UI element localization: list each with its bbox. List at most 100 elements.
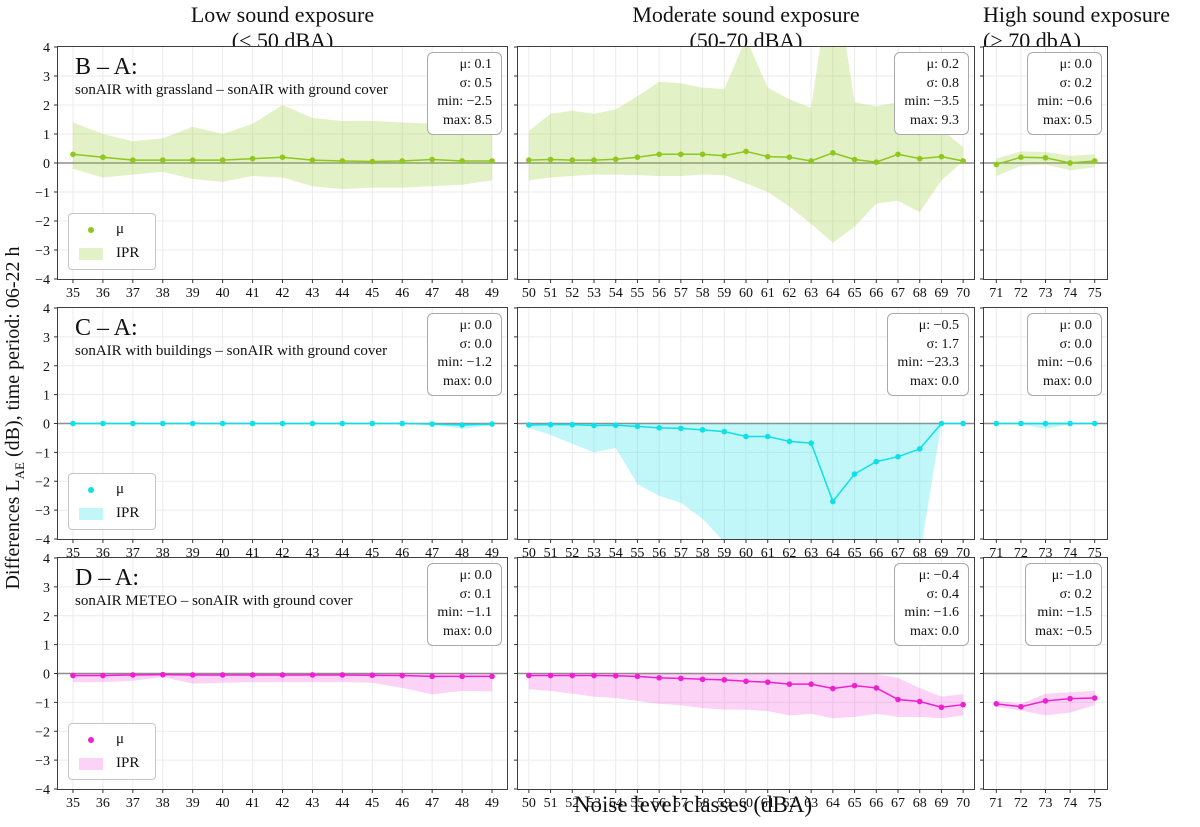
mean-point: [547, 156, 554, 163]
stat-mu-value: 0.0: [1074, 57, 1093, 72]
stat-max-value: 0.0: [941, 373, 960, 389]
y-tick-label: 1: [43, 639, 50, 654]
x-tick-label: 69: [934, 796, 948, 811]
stat-sigma-label: σ:: [459, 586, 471, 602]
stat-sigma-label: σ:: [459, 75, 471, 91]
mean-point: [721, 677, 728, 683]
x-tick-label: 66: [869, 286, 883, 301]
stat-sigma-label: σ:: [926, 586, 938, 602]
row-label: B – A:: [75, 54, 138, 80]
stat-mu-label: μ:: [459, 57, 471, 72]
stat-min-label: min:: [437, 605, 464, 621]
x-tick-label: 38: [156, 796, 170, 811]
panel-d-a-moderate: 50 51 52 53 54 55 56 57 58 59 60 61 62 63 64 65 66 67 68 69…: [514, 557, 975, 811]
mean-point: [526, 422, 532, 428]
legend: μ IPR: [68, 473, 157, 530]
stat-min-label: min:: [1037, 355, 1064, 371]
y-tick-label: 4: [43, 552, 50, 567]
mean-point: [219, 672, 226, 678]
mean-point: [159, 157, 166, 163]
x-tick-label: 49: [485, 796, 499, 811]
mean-point: [429, 421, 435, 427]
mean-point: [279, 154, 286, 160]
mean-point: [851, 682, 858, 689]
mean-point: [100, 672, 106, 679]
stat-max-label: max:: [1043, 112, 1071, 128]
x-tick-label: 54: [609, 796, 623, 811]
x-tick-label: 67: [891, 796, 905, 811]
ipr-swatch-icon: [79, 247, 103, 260]
x-tick-label: 56: [652, 286, 666, 301]
y-tick-label: −1: [35, 696, 50, 711]
x-tick-label: 58: [696, 286, 710, 301]
stat-mu-value: −1.0: [1066, 568, 1092, 583]
x-tick-label: 62: [782, 286, 796, 301]
stat-mu-value: 0.2: [941, 57, 960, 72]
mean-point: [591, 672, 597, 679]
mean-point: [808, 158, 814, 164]
mean-point: [916, 698, 923, 705]
y-tick-label: −4: [35, 273, 50, 288]
mean-point: [489, 158, 495, 164]
y-tick-label: 0: [43, 157, 50, 172]
x-tick-label: 59: [717, 796, 731, 811]
mean-point: [830, 498, 836, 505]
mean-point: [895, 151, 901, 158]
stats-box: μ: 0.0 σ: 0.0 min: −0.6 max: 0.0: [1027, 313, 1102, 397]
mean-point: [249, 672, 256, 678]
legend-mu-label: μ: [116, 731, 125, 747]
x-tick-label: 52: [565, 796, 579, 811]
stat-min-value: −1.6: [933, 605, 959, 621]
y-tick-label: 4: [43, 302, 50, 317]
stat-max-label: max:: [910, 112, 938, 128]
x-tick-label: 36: [96, 286, 110, 301]
mean-point: [309, 420, 316, 427]
mean-point: [130, 157, 136, 163]
mean-point: [100, 420, 106, 427]
mean-point: [808, 440, 814, 446]
x-tick-label: 50: [522, 286, 536, 301]
mean-point: [938, 420, 945, 427]
y-tick-label: −2: [35, 475, 50, 490]
mean-point: [159, 420, 166, 427]
y-tick-label: 3: [43, 581, 50, 596]
y-tick-label: −3: [35, 754, 50, 769]
stat-min-value: −1.5: [1066, 605, 1092, 621]
mean-point: [993, 161, 1000, 168]
stat-min-label: min:: [437, 94, 464, 110]
stat-mu-label: μ:: [459, 318, 471, 333]
stat-mu-value: 0.1: [474, 57, 493, 72]
x-tick-label: 63: [804, 286, 818, 301]
x-tick-label: 43: [305, 796, 319, 811]
x-tick-label: 73: [1039, 796, 1053, 811]
x-tick-label: 47: [425, 286, 439, 301]
stat-mu-label: μ:: [926, 57, 938, 72]
stats-box: μ: 0.0 σ: 0.0 min: −1.2 max: 0.0: [427, 313, 502, 397]
stat-mu-label: μ:: [1059, 57, 1071, 72]
panel-d-a-high: 71 72 73 74 75 μ: −1.0 σ: 0.2 min: −1.5 max:…: [980, 557, 1108, 811]
x-tick-label: 74: [1063, 796, 1077, 811]
mean-point: [189, 672, 196, 678]
row-label: D – A:: [75, 565, 140, 591]
stat-mu-label: μ:: [918, 318, 931, 333]
mean-point: [612, 156, 619, 163]
y-tick-label: 1: [43, 128, 50, 143]
mean-point: [830, 685, 836, 692]
mean-point: [960, 701, 966, 708]
mean-point: [547, 421, 554, 428]
mean-point: [159, 671, 166, 678]
stat-max-value: 0.0: [941, 623, 960, 639]
mean-point: [851, 471, 858, 477]
mean-point: [993, 420, 1000, 427]
x-axis-label: Noise level classes (dBA): [573, 792, 813, 817]
mean-point: [459, 158, 465, 164]
x-tick-label: 48: [455, 796, 469, 811]
stat-mu-value: −0.4: [933, 568, 959, 583]
x-tick-label: 50: [522, 796, 536, 811]
stat-sigma-value: 0.2: [1074, 586, 1093, 602]
x-tick-label: 53: [587, 796, 601, 811]
stat-mu-value: 0.0: [474, 568, 493, 583]
y-tick-label: −3: [35, 244, 50, 259]
